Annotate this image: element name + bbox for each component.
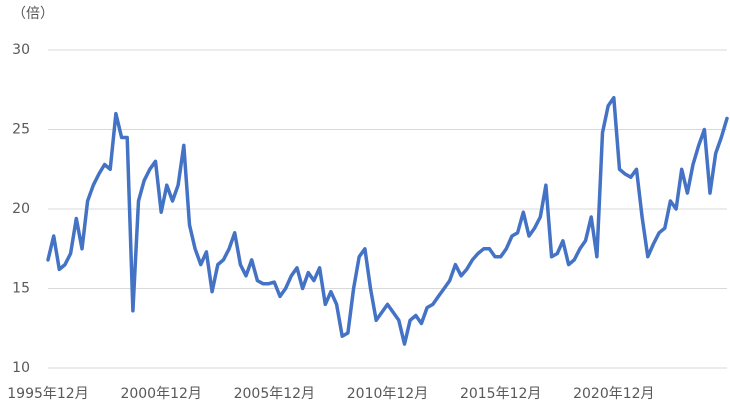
x-tick-label: 2020年12月 <box>573 386 654 402</box>
y-tick-label: 10 <box>12 360 30 376</box>
x-tick-label: 1995年12月 <box>7 386 88 402</box>
y-tick-label: 20 <box>12 201 30 217</box>
x-tick-label: 2010年12月 <box>347 386 428 402</box>
y-tick-label: 25 <box>12 122 30 138</box>
data-line <box>46 95 729 346</box>
x-tick-label: 2015年12月 <box>460 386 541 402</box>
y-axis-label: （倍） <box>12 6 54 22</box>
x-tick-label: 2005年12月 <box>234 386 315 402</box>
x-tick-label: 2000年12月 <box>120 386 201 402</box>
y-tick-label: 15 <box>12 281 30 297</box>
y-tick-label: 30 <box>12 42 30 58</box>
